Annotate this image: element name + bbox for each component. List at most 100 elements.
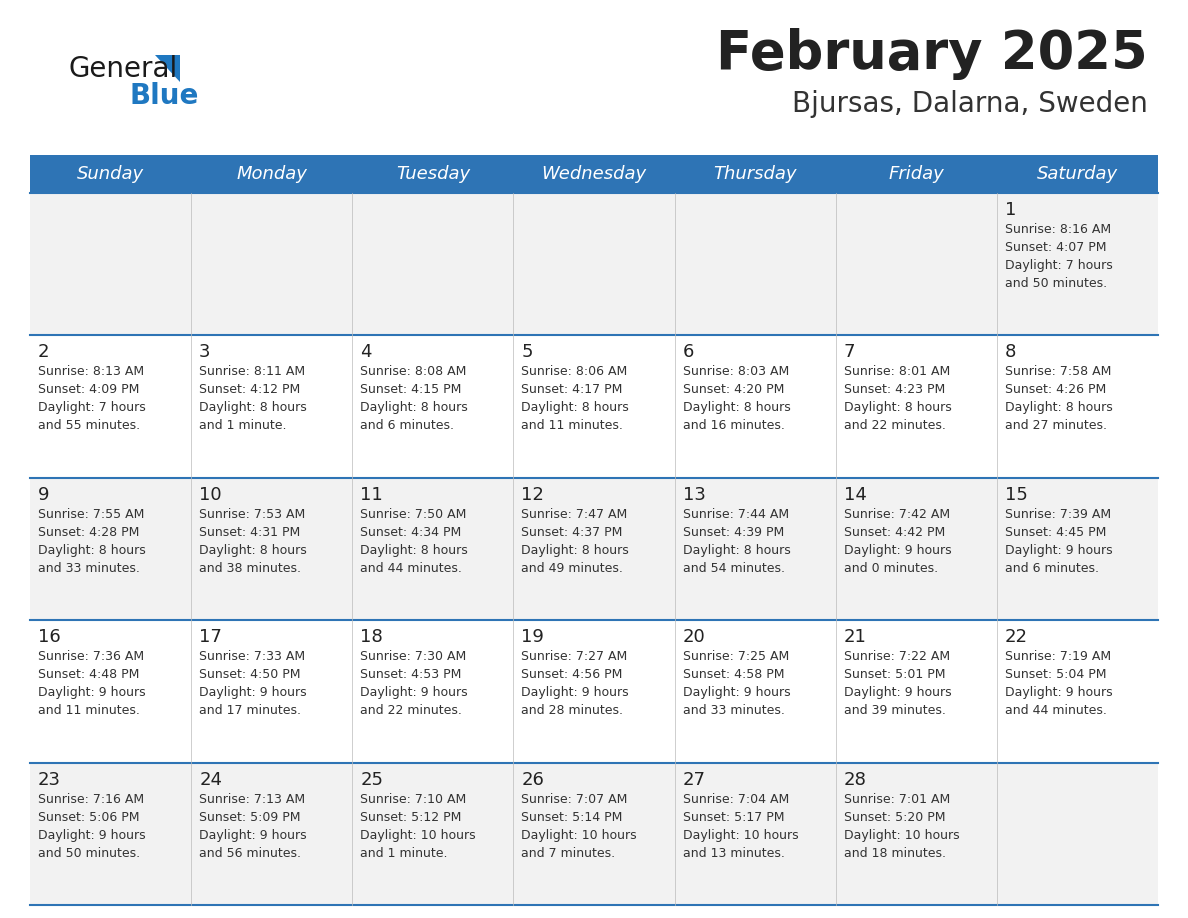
Text: and 11 minutes.: and 11 minutes. [38, 704, 140, 717]
Text: Sunset: 5:01 PM: Sunset: 5:01 PM [843, 668, 946, 681]
Text: and 49 minutes.: and 49 minutes. [522, 562, 624, 575]
Text: Daylight: 10 hours: Daylight: 10 hours [843, 829, 960, 842]
Text: Sunset: 4:39 PM: Sunset: 4:39 PM [683, 526, 784, 539]
Bar [30, 155, 1158, 193]
Text: 11: 11 [360, 486, 383, 504]
Text: Sunrise: 8:03 AM: Sunrise: 8:03 AM [683, 365, 789, 378]
Text: Sunrise: 8:11 AM: Sunrise: 8:11 AM [200, 365, 305, 378]
Text: and 38 minutes.: and 38 minutes. [200, 562, 301, 575]
Text: Daylight: 8 hours: Daylight: 8 hours [38, 543, 146, 557]
Text: Sunset: 4:20 PM: Sunset: 4:20 PM [683, 384, 784, 397]
Text: and 11 minutes.: and 11 minutes. [522, 420, 624, 432]
Text: Sunrise: 7:16 AM: Sunrise: 7:16 AM [38, 792, 144, 806]
Text: Daylight: 9 hours: Daylight: 9 hours [200, 686, 307, 700]
Text: 28: 28 [843, 770, 866, 789]
Text: Bjursas, Dalarna, Sweden: Bjursas, Dalarna, Sweden [792, 90, 1148, 118]
Text: Sunrise: 7:47 AM: Sunrise: 7:47 AM [522, 508, 627, 521]
Text: February 2025: February 2025 [716, 28, 1148, 80]
Text: Sunset: 4:34 PM: Sunset: 4:34 PM [360, 526, 461, 539]
Text: and 6 minutes.: and 6 minutes. [360, 420, 454, 432]
Text: and 22 minutes.: and 22 minutes. [843, 420, 946, 432]
Text: and 44 minutes.: and 44 minutes. [360, 562, 462, 575]
Text: Friday: Friday [889, 165, 944, 183]
Text: Daylight: 8 hours: Daylight: 8 hours [360, 401, 468, 414]
Text: Daylight: 8 hours: Daylight: 8 hours [1005, 401, 1113, 414]
Text: 3: 3 [200, 343, 210, 362]
Text: Daylight: 8 hours: Daylight: 8 hours [200, 401, 307, 414]
Text: 13: 13 [683, 486, 706, 504]
Text: Daylight: 8 hours: Daylight: 8 hours [843, 401, 952, 414]
Text: Daylight: 8 hours: Daylight: 8 hours [683, 543, 790, 557]
Bar [30, 335, 1158, 477]
Text: 8: 8 [1005, 343, 1016, 362]
Text: and 6 minutes.: and 6 minutes. [1005, 562, 1099, 575]
Text: Daylight: 8 hours: Daylight: 8 hours [522, 401, 630, 414]
Text: 20: 20 [683, 628, 706, 646]
Text: 25: 25 [360, 770, 384, 789]
Bar [30, 477, 1158, 621]
Text: Sunrise: 7:58 AM: Sunrise: 7:58 AM [1005, 365, 1111, 378]
Text: 14: 14 [843, 486, 866, 504]
Text: Sunset: 5:17 PM: Sunset: 5:17 PM [683, 811, 784, 823]
Text: 18: 18 [360, 628, 383, 646]
Text: 4: 4 [360, 343, 372, 362]
Text: Daylight: 9 hours: Daylight: 9 hours [522, 686, 630, 700]
Text: Sunrise: 8:01 AM: Sunrise: 8:01 AM [843, 365, 950, 378]
Text: and 50 minutes.: and 50 minutes. [38, 846, 140, 859]
Text: Daylight: 9 hours: Daylight: 9 hours [683, 686, 790, 700]
Text: General: General [68, 55, 177, 83]
Text: Sunset: 4:45 PM: Sunset: 4:45 PM [1005, 526, 1106, 539]
Text: and 18 minutes.: and 18 minutes. [843, 846, 946, 859]
Text: Sunset: 4:17 PM: Sunset: 4:17 PM [522, 384, 623, 397]
Text: 21: 21 [843, 628, 866, 646]
Text: Sunrise: 8:06 AM: Sunrise: 8:06 AM [522, 365, 627, 378]
Text: and 27 minutes.: and 27 minutes. [1005, 420, 1107, 432]
Text: Sunrise: 7:50 AM: Sunrise: 7:50 AM [360, 508, 467, 521]
Text: Daylight: 8 hours: Daylight: 8 hours [360, 543, 468, 557]
Text: Sunset: 4:48 PM: Sunset: 4:48 PM [38, 668, 139, 681]
Text: Tuesday: Tuesday [396, 165, 470, 183]
Text: Sunrise: 7:22 AM: Sunrise: 7:22 AM [843, 650, 950, 663]
Text: Sunrise: 7:30 AM: Sunrise: 7:30 AM [360, 650, 467, 663]
Text: 15: 15 [1005, 486, 1028, 504]
Text: Sunset: 5:14 PM: Sunset: 5:14 PM [522, 811, 623, 823]
Text: Sunrise: 7:53 AM: Sunrise: 7:53 AM [200, 508, 305, 521]
Text: Daylight: 7 hours: Daylight: 7 hours [1005, 259, 1113, 272]
Text: Sunrise: 7:01 AM: Sunrise: 7:01 AM [843, 792, 950, 806]
Text: Thursday: Thursday [713, 165, 797, 183]
Text: Sunday: Sunday [77, 165, 144, 183]
Text: Sunset: 4:58 PM: Sunset: 4:58 PM [683, 668, 784, 681]
Bar [30, 193, 1158, 335]
Text: 16: 16 [38, 628, 61, 646]
Text: Daylight: 8 hours: Daylight: 8 hours [200, 543, 307, 557]
Text: Sunrise: 7:36 AM: Sunrise: 7:36 AM [38, 650, 144, 663]
Text: Sunrise: 7:19 AM: Sunrise: 7:19 AM [1005, 650, 1111, 663]
Text: 9: 9 [38, 486, 50, 504]
Text: Sunrise: 7:13 AM: Sunrise: 7:13 AM [200, 792, 305, 806]
Text: Sunset: 4:37 PM: Sunset: 4:37 PM [522, 526, 623, 539]
Text: and 0 minutes.: and 0 minutes. [843, 562, 937, 575]
Text: Daylight: 9 hours: Daylight: 9 hours [38, 686, 146, 700]
Text: Daylight: 9 hours: Daylight: 9 hours [360, 686, 468, 700]
Text: Sunrise: 8:16 AM: Sunrise: 8:16 AM [1005, 223, 1111, 236]
Text: 23: 23 [38, 770, 61, 789]
Text: Sunset: 4:12 PM: Sunset: 4:12 PM [200, 384, 301, 397]
Bar [30, 621, 1158, 763]
Text: Sunrise: 7:42 AM: Sunrise: 7:42 AM [843, 508, 950, 521]
Text: Daylight: 10 hours: Daylight: 10 hours [522, 829, 637, 842]
Text: Sunrise: 8:13 AM: Sunrise: 8:13 AM [38, 365, 144, 378]
Text: 12: 12 [522, 486, 544, 504]
Text: and 33 minutes.: and 33 minutes. [683, 704, 784, 717]
Text: Daylight: 10 hours: Daylight: 10 hours [360, 829, 476, 842]
Text: Sunset: 5:12 PM: Sunset: 5:12 PM [360, 811, 462, 823]
Text: Sunset: 4:26 PM: Sunset: 4:26 PM [1005, 384, 1106, 397]
Text: Sunrise: 7:55 AM: Sunrise: 7:55 AM [38, 508, 145, 521]
Text: Sunrise: 7:27 AM: Sunrise: 7:27 AM [522, 650, 627, 663]
Text: 24: 24 [200, 770, 222, 789]
Text: 7: 7 [843, 343, 855, 362]
Text: 19: 19 [522, 628, 544, 646]
Text: 10: 10 [200, 486, 222, 504]
Text: Sunset: 4:07 PM: Sunset: 4:07 PM [1005, 241, 1106, 254]
Text: Sunset: 4:42 PM: Sunset: 4:42 PM [843, 526, 944, 539]
Text: and 54 minutes.: and 54 minutes. [683, 562, 784, 575]
